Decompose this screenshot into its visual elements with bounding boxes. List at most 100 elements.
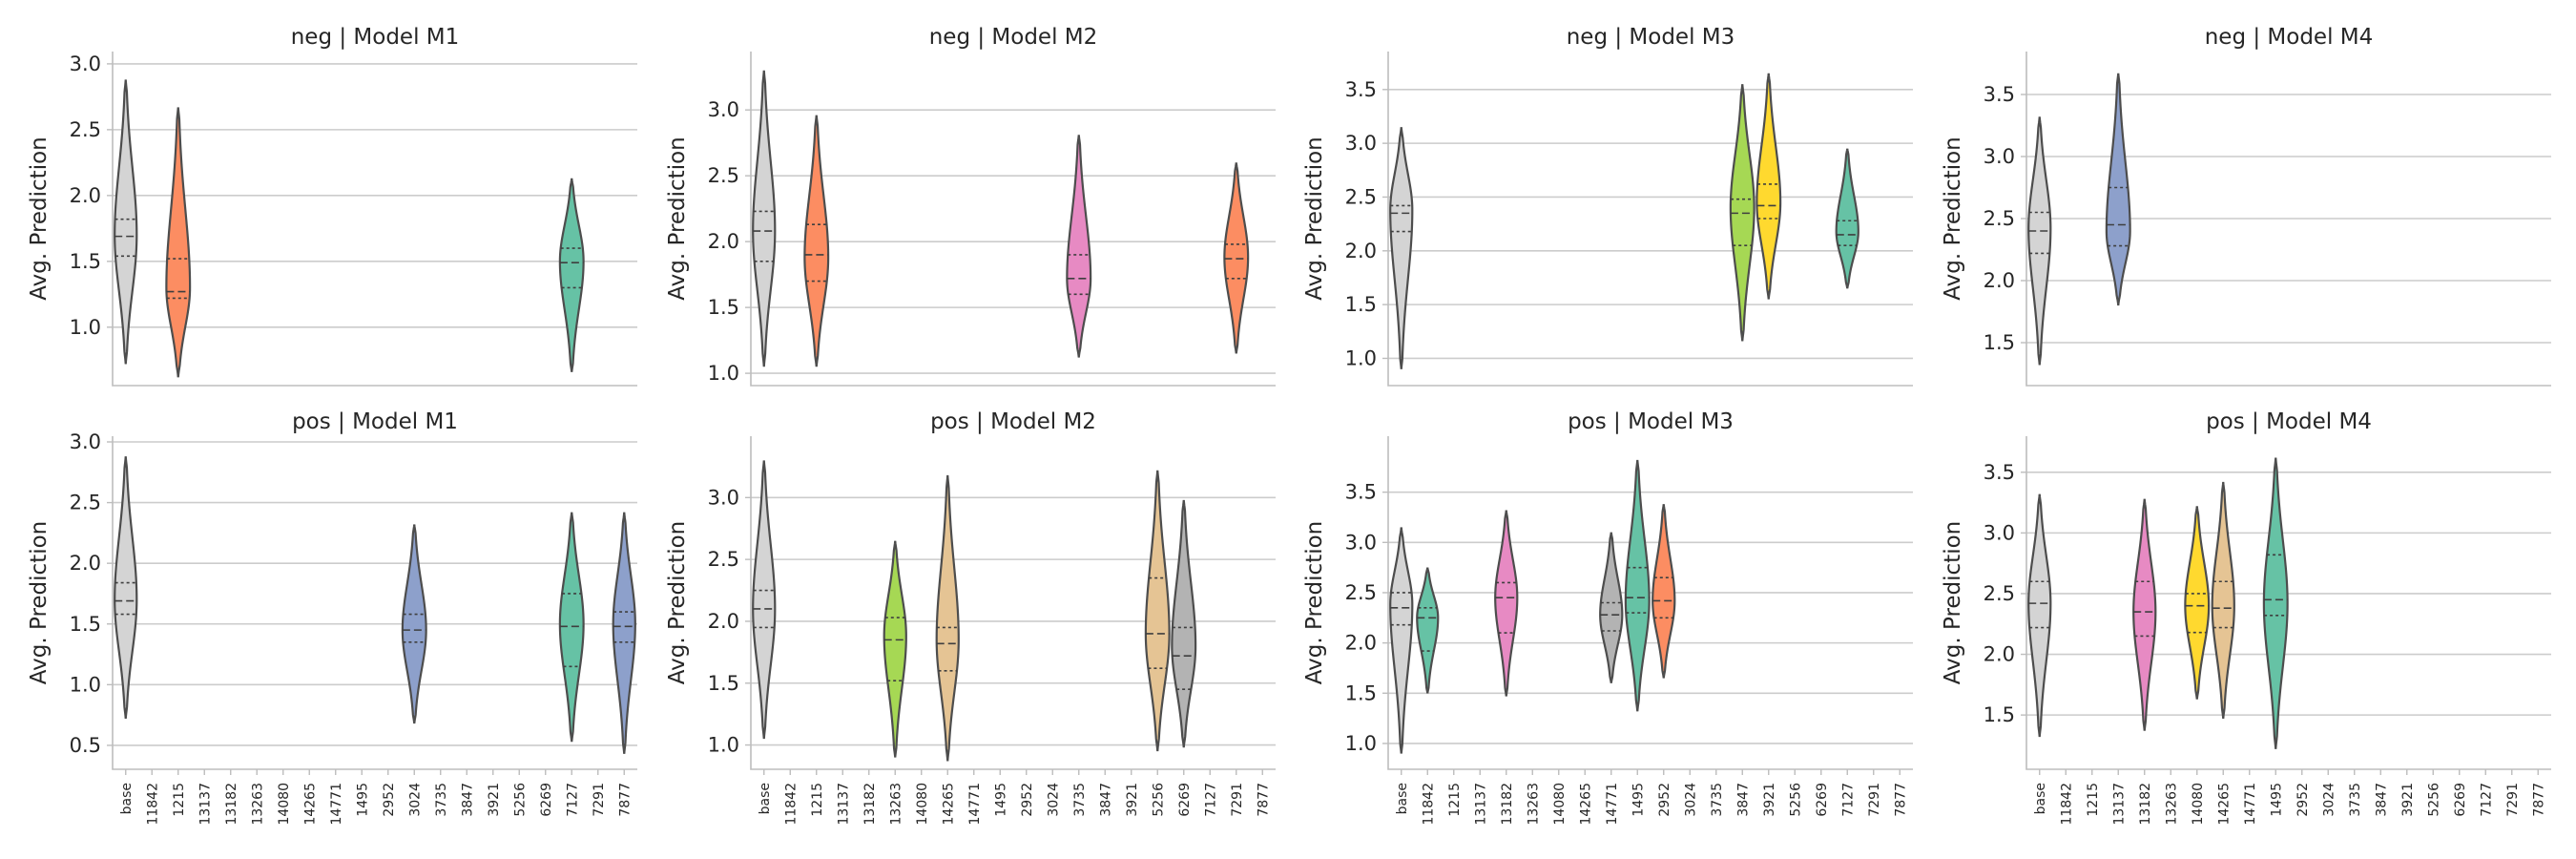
x-tick-label: 6269 — [1177, 783, 1193, 817]
y-tick-label: 2.5 — [1345, 185, 1377, 208]
panel-neg-m1: 1.0 1.5 2.0 2.5 3.0 neg | Model M1 Avg. Predic… — [27, 25, 637, 387]
panel-title: pos | Model M3 — [1568, 409, 1734, 434]
x-tick-label: 2952 — [382, 783, 397, 817]
violin-14265 — [935, 474, 960, 762]
violin-base — [1389, 127, 1414, 369]
x-tick-label: 3735 — [1710, 783, 1725, 817]
x-tick-label: 1215 — [2086, 783, 2101, 817]
violin-body — [1835, 148, 1859, 289]
panel-title: neg | Model M1 — [291, 25, 460, 50]
violin-body — [1389, 527, 1414, 754]
y-tick-label: 1.5 — [70, 613, 101, 636]
panel-pos-m4: 1.5 2.0 2.5 3.0 3.5 pos | Model M4 Avg. Predic… — [1941, 409, 2551, 826]
x-tick-label: 14771 — [329, 783, 344, 826]
panel-neg-m2: 1.0 1.5 2.0 2.5 3.0 neg | Model M2 Avg. Predic… — [665, 25, 1276, 387]
violin-body — [1494, 510, 1519, 697]
x-tick-label: 7291 — [2505, 783, 2521, 817]
violin-13182 — [1494, 510, 1519, 697]
x-tick-label: base — [1395, 783, 1410, 814]
violin-body — [1599, 532, 1624, 683]
y-tick-label: 1.5 — [1345, 293, 1377, 316]
violin-body — [2211, 481, 2235, 720]
y-tick-label: 1.0 — [1345, 732, 1377, 755]
violin-3735 — [1066, 135, 1092, 358]
x-tick-label: base — [758, 783, 773, 814]
axis-spine — [750, 52, 1276, 387]
y-tick-label: 2.0 — [1345, 240, 1377, 262]
panel-neg-m3: 1.0 1.5 2.0 2.5 3.0 3.5 neg | Model M3 Avg. Pre… — [1302, 25, 1913, 387]
y-axis-label: Avg. Prediction — [27, 521, 52, 684]
x-tick-label: 13137 — [2111, 783, 2127, 826]
violin-5256 — [1144, 470, 1171, 752]
y-tick-label: 2.0 — [1984, 269, 2015, 292]
x-tick-label: 3847 — [2374, 783, 2389, 817]
x-tick-label: 2952 — [1657, 783, 1672, 817]
x-tick-label: 3735 — [1072, 783, 1088, 817]
x-tick-label: 13263 — [2164, 783, 2179, 826]
x-tick-label: 7291 — [592, 783, 607, 817]
violin-13263 — [883, 540, 907, 758]
x-tick-label: 7127 — [1203, 783, 1218, 817]
panel-pos-m2: 1.0 1.5 2.0 2.5 3.0 pos | Model M2 Avg. Predic… — [665, 409, 1276, 826]
x-tick-label: 6269 — [1815, 783, 1830, 817]
violin-1495 — [1624, 459, 1651, 712]
violin-body — [165, 107, 192, 378]
x-tick-label: 13182 — [224, 783, 239, 826]
x-tick-label: 7877 — [1256, 783, 1271, 817]
violin-1495 — [2262, 457, 2289, 749]
x-tick-label: 3735 — [2348, 783, 2363, 817]
x-tick-label: 1215 — [172, 783, 187, 817]
x-tick-label: 11842 — [783, 783, 799, 826]
y-tick-label: 1.5 — [708, 296, 739, 319]
x-tick-label: base — [2033, 783, 2048, 814]
x-tick-label: 14771 — [2243, 783, 2258, 826]
y-tick-label: 1.5 — [1984, 331, 2015, 354]
y-tick-label: 2.0 — [708, 610, 739, 633]
y-tick-label: 3.0 — [70, 430, 101, 453]
y-tick-label: 2.5 — [1345, 581, 1377, 604]
violin-7127 — [558, 178, 585, 372]
y-tick-label: 2.0 — [70, 184, 101, 207]
x-tick-label: 2952 — [1020, 783, 1035, 817]
panel-neg-m4: 1.5 2.0 2.5 3.0 3.5 neg | Model M4 Avg. Predic… — [1941, 25, 2551, 387]
panel-title: neg | Model M4 — [2205, 25, 2374, 50]
violin-7291 — [1223, 162, 1250, 354]
violin-3024 — [401, 524, 427, 724]
x-tick-label: 3921 — [2400, 783, 2416, 817]
violin-body — [935, 474, 960, 762]
x-tick-label: 1495 — [2269, 783, 2284, 817]
x-tick-label: 13137 — [1473, 783, 1488, 826]
x-tick-label: 13182 — [1500, 783, 1515, 826]
y-tick-label: 2.5 — [708, 164, 739, 187]
violin-1215 — [803, 115, 830, 367]
violin-base — [114, 79, 138, 365]
violin-body — [558, 178, 585, 372]
x-tick-label: 3847 — [460, 783, 475, 817]
violin-body — [2027, 116, 2052, 366]
violin-6269 — [1171, 499, 1197, 748]
x-tick-label: 5256 — [512, 783, 528, 817]
violin-base — [752, 460, 777, 740]
violin-body — [612, 512, 636, 754]
x-tick-label: base — [119, 783, 135, 814]
y-tick-label: 2.5 — [1984, 582, 2015, 605]
violin-body — [1416, 567, 1440, 694]
violin-11842 — [1416, 567, 1440, 694]
violin-body — [1066, 135, 1092, 358]
x-tick-label: 3024 — [407, 783, 423, 817]
panel-pos-m3: 1.0 1.5 2.0 2.5 3.0 3.5 pos | Model M3 Avg. Pre… — [1302, 409, 1913, 826]
violin-body — [2132, 498, 2157, 731]
x-tick-label: 13263 — [1526, 783, 1541, 826]
x-tick-label: 7127 — [1840, 783, 1856, 817]
violin-body — [2262, 457, 2289, 749]
x-tick-label: 1495 — [993, 783, 1008, 817]
x-tick-label: 2952 — [2296, 783, 2311, 817]
x-tick-label: 1495 — [1631, 783, 1646, 817]
axis-spine — [112, 52, 637, 387]
violin-body — [1755, 73, 1782, 300]
violin-7127 — [1835, 148, 1859, 289]
y-axis-label: Avg. Prediction — [1941, 521, 1965, 684]
y-tick-label: 3.0 — [708, 98, 739, 121]
panel-title: neg | Model M2 — [929, 25, 1098, 50]
